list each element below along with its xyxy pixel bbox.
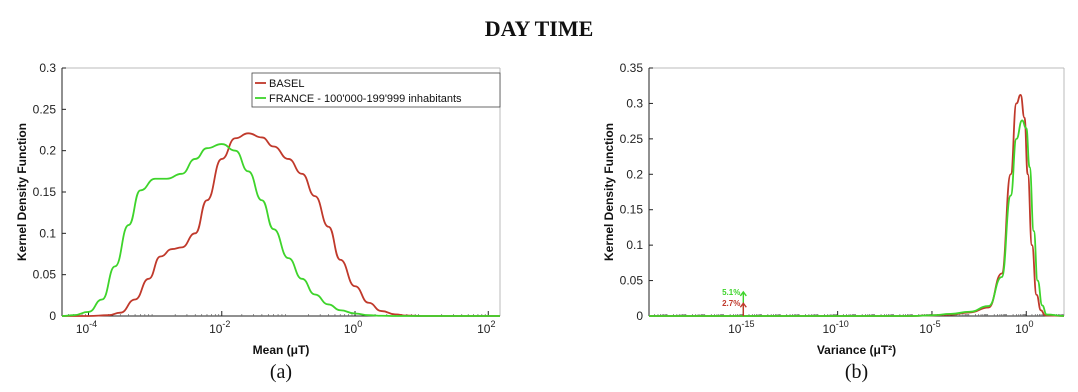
y-axis-label: Kernel Density Function xyxy=(15,123,29,261)
x-tick-exponent: -15 xyxy=(741,319,754,329)
y-tick-label: 0.15 xyxy=(33,185,57,199)
legend-label: FRANCE - 100'000-199'999 inhabitants xyxy=(269,93,462,105)
x-tick-label: 10-10 xyxy=(822,319,848,336)
legend-label: BASEL xyxy=(269,78,304,90)
y-tick-label: 0.1 xyxy=(39,226,56,240)
panel-label: (a) xyxy=(270,361,292,383)
chart-b: 0 0.05 0.1 0.15 0.2 0.25 0.3 0.35 10-15 10-10 10-5… xyxy=(602,61,1065,383)
y-tick-label: 0.3 xyxy=(39,61,56,75)
x-tick-exponent: -2 xyxy=(222,319,230,329)
arrow-head xyxy=(739,290,747,297)
series-line-basel xyxy=(61,132,500,317)
legend: BASEL FRANCE - 100'000-199'999 inhabitant… xyxy=(251,72,501,108)
x-axis-label: Variance (μT²) xyxy=(817,343,896,357)
x-tick-exponent: -5 xyxy=(933,319,941,329)
x-tick-label: 10-4 xyxy=(76,319,97,336)
series-line-france xyxy=(648,119,1065,317)
x-axis-label: Mean (μT) xyxy=(253,343,310,357)
x-tick-exponent: 0 xyxy=(357,319,362,329)
annotation-label: 2.7% xyxy=(722,299,740,308)
series-line-france xyxy=(61,143,500,317)
y-tick-label: 0.25 xyxy=(33,102,57,116)
y-axis-label: Kernel Density Function xyxy=(602,123,616,261)
x-tick-exponent: 0 xyxy=(1028,319,1033,329)
figure-title: DAY TIME xyxy=(484,16,594,41)
y-tick-label: 0.15 xyxy=(620,203,644,217)
x-tick-label: 10-15 xyxy=(728,319,754,336)
x-tick-label: 10-2 xyxy=(209,319,230,336)
x-tick-exponent: 2 xyxy=(490,319,495,329)
y-tick-label: 0.25 xyxy=(620,132,644,146)
x-tick-label: 102 xyxy=(477,319,495,336)
y-tick-label: 0.2 xyxy=(626,167,643,181)
arrow-head xyxy=(739,302,747,308)
y-tick-label: 0.3 xyxy=(626,96,643,110)
chart-a: 0 0.05 0.1 0.15 0.2 0.25 0.3 10-4 10-2 100 102 Mean… xyxy=(15,61,501,383)
y-tick-label: 0.05 xyxy=(620,274,644,288)
series-line-basel xyxy=(648,94,1065,317)
y-tick-label: 0.1 xyxy=(626,238,643,252)
annotation-label: 5.1% xyxy=(722,288,740,297)
panel-label: (b) xyxy=(845,361,868,383)
y-tick-label: 0.35 xyxy=(620,61,644,75)
y-tick-label: 0 xyxy=(636,309,643,323)
x-tick-label: 100 xyxy=(1015,319,1033,336)
y-tick-label: 0 xyxy=(49,309,56,323)
x-tick-exponent: -4 xyxy=(89,319,97,329)
x-tick-label: 10-5 xyxy=(919,319,940,336)
x-tick-exponent: -10 xyxy=(836,319,849,329)
y-tick-label: 0.2 xyxy=(39,144,56,158)
legend-box xyxy=(251,72,501,108)
y-tick-label: 0.05 xyxy=(33,268,57,282)
x-tick-label: 100 xyxy=(344,319,362,336)
